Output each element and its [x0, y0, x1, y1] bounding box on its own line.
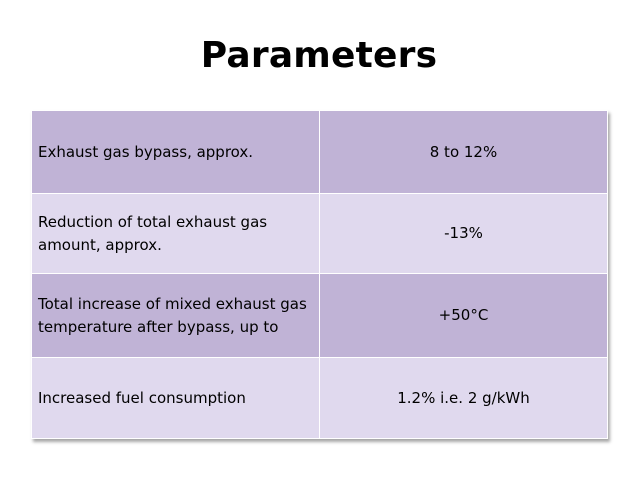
parameters-table: Exhaust gas bypass, approx. 8 to 12% Red…: [31, 110, 608, 439]
value-cell: -13%: [319, 193, 608, 274]
parameter-cell: Reduction of total exhaust gas amount, a…: [31, 193, 320, 274]
parameter-cell: Total increase of mixed exhaust gas temp…: [31, 273, 320, 358]
parameter-cell: Increased fuel consumption: [31, 357, 320, 439]
table-row: Total increase of mixed exhaust gas temp…: [31, 273, 608, 358]
slide-title: Parameters: [200, 35, 438, 76]
value-cell: 1.2% i.e. 2 g/kWh: [319, 357, 608, 439]
table-row: Exhaust gas bypass, approx. 8 to 12%: [31, 110, 608, 194]
parameter-cell: Exhaust gas bypass, approx.: [31, 110, 320, 194]
table-row: Reduction of total exhaust gas amount, a…: [31, 193, 608, 274]
value-cell: +50°C: [319, 273, 608, 358]
value-cell: 8 to 12%: [319, 110, 608, 194]
table-row: Increased fuel consumption 1.2% i.e. 2 g…: [31, 357, 608, 439]
